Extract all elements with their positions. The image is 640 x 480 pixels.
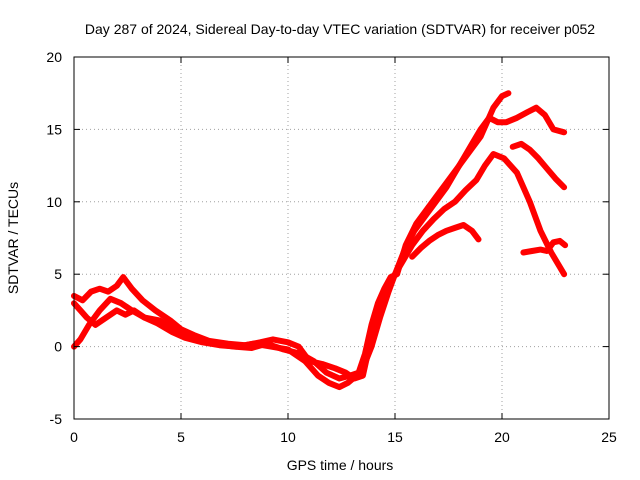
x-tick-label: 10	[280, 429, 296, 445]
y-tick-label: 10	[46, 194, 62, 210]
series-track-5	[509, 140, 568, 191]
x-tick-label: 0	[70, 429, 78, 445]
series-track-2	[71, 104, 568, 382]
x-tick-label: 5	[177, 429, 185, 445]
series-track-3	[71, 151, 568, 391]
tick-marks	[73, 56, 610, 420]
chart-title: Day 287 of 2024, Sidereal Day-to-day VTE…	[85, 21, 595, 37]
y-tick-labels: -5 0 5 10 15 20	[46, 49, 62, 427]
y-tick-label: 0	[54, 339, 62, 355]
y-axis-label: SDTVAR / TECUs	[5, 182, 21, 294]
series-track-4	[409, 222, 482, 260]
x-tick-label: 25	[601, 429, 617, 445]
x-tick-label: 20	[494, 429, 510, 445]
y-tick-label: 15	[46, 121, 62, 137]
y-tick-label: 20	[46, 49, 62, 65]
x-tick-labels: 0 5 10 15 20 25	[70, 429, 617, 445]
grid	[74, 57, 609, 419]
plot-frame	[73, 56, 610, 420]
series-layer	[71, 90, 569, 391]
x-axis-label: GPS time / hours	[287, 457, 394, 473]
y-tick-label: -5	[50, 411, 63, 427]
series-track-6	[520, 237, 569, 256]
y-tick-label: 5	[54, 266, 62, 282]
x-tick-label: 15	[387, 429, 403, 445]
series-track-1	[71, 90, 512, 382]
